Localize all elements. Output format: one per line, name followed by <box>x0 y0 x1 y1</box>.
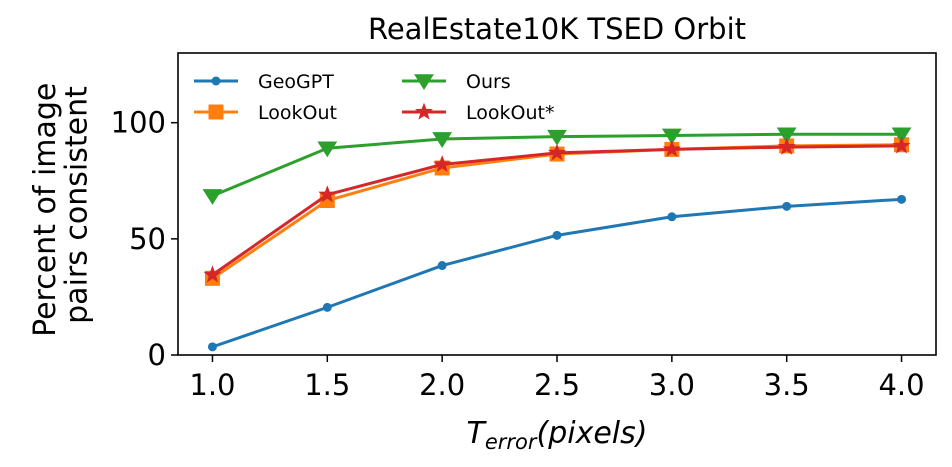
legend-entry: LookOut <box>194 102 337 124</box>
series-lookout <box>204 137 910 286</box>
data-point-marker <box>415 102 433 120</box>
data-point-marker <box>414 74 434 91</box>
legend-entry: Ours <box>402 71 511 93</box>
data-point-marker <box>776 127 797 144</box>
x-axis-label-unit: (pixels) <box>537 416 648 451</box>
y-axis-label-line2: pairs consistent <box>60 86 95 324</box>
x-tick-label: 2.5 <box>534 368 580 402</box>
series-line <box>211 143 902 280</box>
y-axis-ticks: 0 50 100 <box>111 106 178 372</box>
data-point-marker <box>437 261 447 271</box>
x-axis-ticks: 1.0 1.5 2.0 2.5 3.0 3.5 4.0 <box>189 355 925 402</box>
x-axis-label-subscript: error <box>485 430 538 454</box>
x-tick-label: 1.5 <box>304 368 350 402</box>
x-axis-label: Terror(pixels) <box>467 416 648 454</box>
series-ours <box>202 127 912 205</box>
data-point-marker <box>548 143 566 161</box>
y-tick-label: 0 <box>148 338 166 372</box>
data-point-marker <box>203 265 222 283</box>
series-line <box>211 197 902 349</box>
x-axis-label-main: T <box>467 416 488 451</box>
legend-label: GeoGPT <box>258 71 334 93</box>
y-axis-label: Percent of image pairs consistent <box>28 73 95 337</box>
series-line <box>211 144 902 277</box>
data-point-marker <box>552 230 562 240</box>
data-point-marker <box>207 342 217 352</box>
data-point-marker <box>433 155 452 173</box>
data-point-marker <box>891 127 912 144</box>
x-tick-label: 3.0 <box>649 368 695 402</box>
data-point-marker <box>661 128 682 145</box>
data-point-marker <box>202 189 223 205</box>
series-lookout- <box>203 136 911 283</box>
series-layer <box>202 127 912 352</box>
x-tick-label: 2.0 <box>419 368 465 402</box>
series-geogpt <box>207 194 907 352</box>
data-point-marker <box>662 139 681 158</box>
data-point-marker <box>317 141 338 158</box>
data-point-marker <box>211 76 221 86</box>
data-point-marker <box>782 201 792 211</box>
x-tick-label: 1.0 <box>189 368 235 402</box>
x-tick-label: 3.5 <box>764 368 810 402</box>
legend-label: Ours <box>466 71 511 93</box>
data-point-marker <box>777 137 796 155</box>
chart-title: RealEstate10K TSED Orbit <box>368 12 746 46</box>
data-point-marker <box>892 136 911 154</box>
legend: GeoGPT LookOut Ours LookOut* <box>194 71 554 124</box>
data-point-marker <box>322 302 332 312</box>
legend-label: LookOut <box>258 102 337 124</box>
legend-entry: LookOut* <box>402 102 554 124</box>
data-point-marker <box>547 129 567 146</box>
legend-label: LookOut* <box>466 102 554 124</box>
y-tick-label: 100 <box>111 106 166 140</box>
y-tick-label: 50 <box>129 222 166 256</box>
data-point-marker <box>318 185 337 203</box>
y-axis-label-line1: Percent of image <box>28 83 63 337</box>
data-point-marker <box>897 194 907 204</box>
data-point-marker <box>432 132 453 148</box>
data-point-marker <box>208 104 224 120</box>
x-tick-label: 4.0 <box>878 368 924 402</box>
legend-entry: GeoGPT <box>194 71 334 93</box>
data-point-marker <box>667 212 677 222</box>
